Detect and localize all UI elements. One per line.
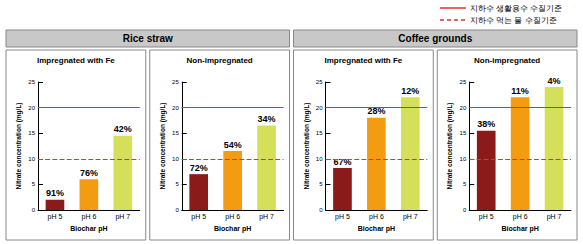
- svg-text:Impregnated with Fe: Impregnated with Fe: [324, 56, 402, 65]
- svg-text:25: 25: [172, 79, 179, 85]
- svg-text:10: 10: [28, 156, 35, 162]
- svg-text:Nitrate concentration (mg/L): Nitrate concentration (mg/L): [15, 102, 23, 189]
- svg-text:pH 6: pH 6: [81, 213, 96, 221]
- svg-text:11%: 11%: [511, 86, 529, 96]
- svg-text:15: 15: [460, 130, 467, 136]
- svg-text:5: 5: [463, 181, 467, 187]
- svg-text:Biochar pH: Biochar pH: [214, 225, 251, 233]
- svg-text:10: 10: [316, 156, 323, 162]
- svg-text:pH 6: pH 6: [225, 213, 240, 221]
- svg-text:Rice straw: Rice straw: [123, 33, 173, 44]
- svg-text:38%: 38%: [477, 119, 495, 129]
- svg-text:20: 20: [28, 105, 35, 111]
- svg-text:pH 5: pH 5: [191, 213, 206, 221]
- svg-text:0: 0: [175, 207, 179, 213]
- svg-text:0: 0: [319, 207, 323, 213]
- svg-text:28%: 28%: [367, 106, 386, 117]
- svg-text:Non-impregnated: Non-impregnated: [474, 56, 540, 65]
- svg-text:지하수 먹는 물 수질기준: 지하수 먹는 물 수질기준: [470, 16, 557, 25]
- svg-text:pH 7: pH 7: [403, 213, 418, 221]
- svg-text:Biochar pH: Biochar pH: [358, 225, 395, 233]
- svg-text:67%: 67%: [333, 157, 351, 167]
- svg-text:91%: 91%: [46, 188, 64, 198]
- svg-text:15: 15: [28, 130, 35, 136]
- svg-text:pH 5: pH 5: [479, 213, 494, 221]
- svg-text:25: 25: [316, 79, 323, 85]
- svg-text:12%: 12%: [401, 86, 419, 96]
- svg-text:Biochar pH: Biochar pH: [501, 225, 538, 233]
- svg-text:20: 20: [172, 105, 179, 111]
- svg-text:5: 5: [32, 181, 36, 187]
- svg-text:Non-impregnated: Non-impregnated: [187, 56, 253, 65]
- svg-text:42%: 42%: [114, 124, 132, 134]
- svg-text:20: 20: [460, 105, 467, 111]
- svg-text:10: 10: [460, 156, 467, 162]
- svg-text:34%: 34%: [258, 114, 276, 124]
- svg-text:pH 6: pH 6: [369, 213, 384, 221]
- svg-text:4%: 4%: [548, 76, 561, 86]
- svg-text:54%: 54%: [224, 140, 242, 150]
- svg-text:0: 0: [32, 207, 36, 213]
- svg-text:5: 5: [175, 181, 179, 187]
- svg-text:Impregnated with Fe: Impregnated with Fe: [37, 56, 115, 65]
- svg-text:5: 5: [319, 181, 323, 187]
- svg-text:20: 20: [316, 105, 323, 111]
- svg-text:지하수 생활용수 수질기준: 지하수 생활용수 수질기준: [470, 4, 562, 13]
- svg-text:pH 7: pH 7: [259, 213, 274, 221]
- svg-text:0: 0: [463, 207, 467, 213]
- svg-text:76%: 76%: [80, 168, 98, 178]
- svg-text:pH 6: pH 6: [513, 213, 528, 221]
- svg-text:15: 15: [316, 130, 323, 136]
- svg-text:Biochar pH: Biochar pH: [70, 225, 107, 233]
- svg-text:Nitrate concentration (mg/L): Nitrate concentration (mg/L): [159, 102, 167, 189]
- svg-text:pH 5: pH 5: [335, 213, 350, 221]
- svg-text:72%: 72%: [190, 163, 208, 173]
- svg-text:25: 25: [28, 79, 35, 85]
- svg-text:25: 25: [460, 79, 467, 85]
- svg-text:Coffee grounds: Coffee grounds: [398, 33, 472, 44]
- svg-text:Nitrate concentration (mg/L): Nitrate concentration (mg/L): [303, 102, 311, 189]
- svg-text:pH 7: pH 7: [115, 213, 130, 221]
- svg-text:10: 10: [172, 156, 179, 162]
- svg-text:Nitrate concentration (mg/L): Nitrate concentration (mg/L): [446, 102, 454, 189]
- svg-text:pH 7: pH 7: [547, 213, 562, 221]
- svg-text:15: 15: [172, 130, 179, 136]
- svg-text:pH 5: pH 5: [48, 213, 63, 221]
